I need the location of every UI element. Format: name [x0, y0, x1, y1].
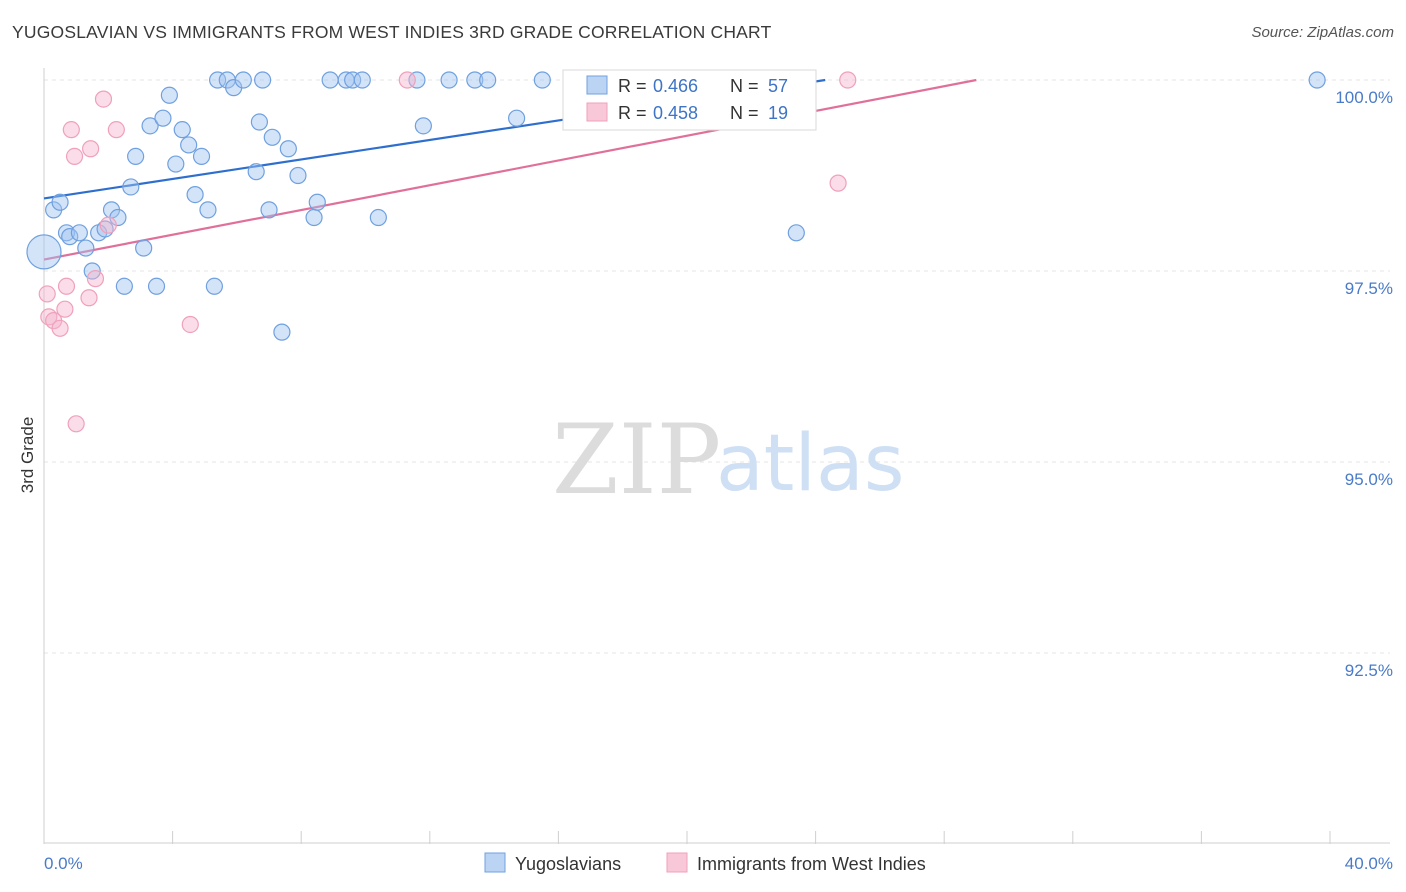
chart-title: YUGOSLAVIAN VS IMMIGRANTS FROM WEST INDI… — [12, 22, 772, 42]
y-tick-label-1: 97.5% — [1345, 279, 1393, 298]
stats-legend: R = 0.466 N = 57 R = 0.458 N = 19 — [562, 69, 817, 131]
data-point-yugoslavians-48 — [440, 71, 458, 89]
trend-line-west-indies — [43, 78, 977, 261]
data-point-yugoslavians-49 — [466, 71, 484, 89]
data-point-west-indies-8 — [67, 415, 85, 433]
data-points — [26, 71, 1326, 433]
data-point-west-indies-17 — [829, 174, 847, 192]
legend-r-value-2: 0.458 — [653, 103, 698, 123]
legend-r-label-1: R = — [618, 76, 647, 96]
legend-swatch-west-indies — [586, 102, 608, 122]
source-credit: Source: ZipAtlas.com — [1251, 24, 1394, 41]
data-point-yugoslavians-5 — [70, 224, 88, 242]
data-point-yugoslavians-52 — [533, 71, 551, 89]
data-point-yugoslavians-17 — [147, 277, 166, 295]
data-point-west-indies-16 — [398, 71, 416, 89]
data-point-yugoslavians-13 — [122, 178, 140, 196]
data-point-west-indies-10 — [82, 140, 100, 158]
y-tick-labels: 100.0% 97.5% 95.0% 92.5% — [1335, 88, 1393, 680]
data-point-yugoslavians-18 — [154, 109, 172, 127]
watermark: ZIP atlas — [552, 404, 905, 516]
data-point-west-indies-13 — [99, 216, 117, 234]
data-point-yugoslavians-19 — [160, 86, 178, 104]
data-point-yugoslavians-36 — [273, 323, 291, 341]
data-point-yugoslavians-12 — [115, 277, 133, 295]
data-point-yugoslavians-0 — [26, 234, 62, 270]
data-point-yugoslavians-6 — [77, 239, 95, 257]
legend-n-label-2: N = — [730, 103, 759, 123]
data-point-yugoslavians-34 — [260, 201, 278, 219]
data-point-yugoslavians-38 — [289, 166, 307, 185]
y-tick-label-2: 95.0% — [1345, 470, 1393, 489]
data-point-yugoslavians-50 — [479, 71, 497, 89]
grid-lines — [44, 79, 1390, 654]
legend-swatch-yugoslavians — [586, 75, 608, 95]
data-point-west-indies-9 — [80, 289, 98, 307]
data-point-yugoslavians-15 — [135, 239, 153, 257]
data-point-yugoslavians-27 — [209, 71, 227, 89]
data-point-yugoslavians-44 — [353, 71, 371, 89]
y-axis-label: 3rd Grade — [18, 417, 37, 494]
x-tick-labels: 0.0% 40.0% — [44, 854, 1393, 873]
data-point-yugoslavians-14 — [127, 147, 145, 165]
data-point-yugoslavians-40 — [308, 193, 326, 211]
data-point-yugoslavians-47 — [414, 117, 432, 135]
legend-r-label-2: R = — [618, 103, 647, 123]
data-point-yugoslavians-33 — [254, 71, 272, 89]
data-point-yugoslavians-56 — [1308, 71, 1326, 89]
data-point-yugoslavians-55 — [787, 224, 805, 242]
bottom-legend-label-yugoslavians: Yugoslavians — [515, 854, 621, 874]
watermark-atlas: atlas — [716, 419, 905, 509]
data-point-yugoslavians-26 — [205, 277, 223, 295]
data-point-west-indies-6 — [62, 121, 80, 139]
data-point-west-indies-11 — [86, 270, 105, 288]
x-tick-label-1: 40.0% — [1345, 854, 1393, 873]
data-point-yugoslavians-46 — [408, 71, 426, 89]
data-point-yugoslavians-43 — [344, 71, 362, 89]
data-point-yugoslavians-4 — [61, 228, 79, 246]
data-point-west-indies-18 — [839, 71, 857, 89]
data-point-west-indies-5 — [57, 277, 76, 295]
data-point-yugoslavians-16 — [141, 117, 159, 135]
data-point-west-indies-15 — [181, 315, 199, 334]
data-point-yugoslavians-21 — [173, 121, 191, 139]
data-point-yugoslavians-20 — [167, 155, 185, 173]
data-point-west-indies-7 — [65, 147, 84, 165]
y-tick-label-0: 100.0% — [1335, 88, 1393, 107]
bottom-legend: Yugoslavians Immigrants from West Indies — [484, 852, 926, 874]
data-point-yugoslavians-31 — [247, 163, 265, 181]
data-point-yugoslavians-25 — [199, 201, 217, 219]
data-point-west-indies-0 — [38, 285, 56, 303]
data-point-yugoslavians-2 — [51, 193, 69, 211]
legend-n-value-1: 57 — [768, 76, 788, 96]
data-point-yugoslavians-35 — [263, 128, 281, 146]
data-point-west-indies-4 — [56, 300, 74, 318]
data-point-yugoslavians-30 — [234, 71, 252, 89]
trend-lines — [43, 78, 977, 261]
data-point-yugoslavians-24 — [192, 147, 211, 165]
data-point-yugoslavians-37 — [279, 140, 297, 158]
axes — [43, 68, 1390, 844]
bottom-legend-swatch-yugoslavians — [484, 852, 506, 873]
legend-n-value-2: 19 — [768, 103, 788, 123]
bottom-legend-label-west-indies: Immigrants from West Indies — [697, 854, 926, 874]
watermark-zip: ZIP — [552, 404, 721, 516]
y-tick-label-3: 92.5% — [1345, 661, 1393, 680]
data-point-yugoslavians-32 — [250, 113, 269, 131]
data-point-yugoslavians-22 — [180, 136, 198, 154]
legend-n-label-1: N = — [730, 76, 759, 96]
data-point-west-indies-14 — [107, 121, 125, 139]
data-point-yugoslavians-41 — [321, 71, 339, 89]
bottom-legend-swatch-west-indies — [666, 852, 688, 873]
legend-r-value-1: 0.466 — [653, 76, 698, 96]
data-point-west-indies-12 — [94, 90, 113, 108]
data-point-yugoslavians-51 — [508, 109, 526, 127]
x-tick-label-0: 0.0% — [44, 854, 83, 873]
data-point-yugoslavians-23 — [186, 186, 204, 204]
data-point-west-indies-3 — [51, 319, 69, 337]
data-point-yugoslavians-39 — [305, 208, 323, 227]
data-point-yugoslavians-45 — [369, 208, 387, 227]
